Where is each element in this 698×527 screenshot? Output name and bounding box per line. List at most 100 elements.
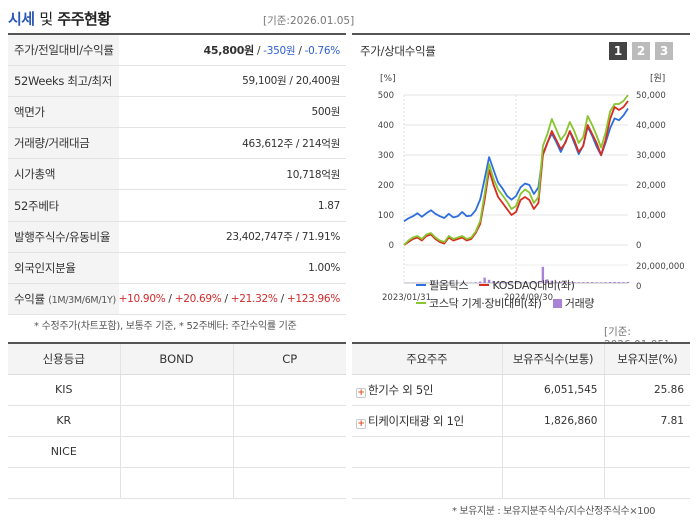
volume-bar [528, 282, 531, 283]
legend-item-sector[interactable]: 코스닥 기계·장비대비(좌) [416, 297, 542, 310]
credit-header: CP [233, 343, 346, 375]
chart-grid [403, 94, 628, 284]
holder-row[interactable]: + 티케이지태광 외 1인 1,826,860 7.81 [352, 405, 690, 437]
quote-row: 52주베타 1.87 [8, 189, 346, 222]
credit-row: KR [8, 405, 346, 437]
quote-row: 액면가 500원 [8, 96, 346, 128]
chart-lines [403, 94, 629, 246]
price-change: -350원 [263, 44, 296, 57]
quote-row: 발행주식수/유동비율 23,402,747주 / 71.91% [8, 221, 346, 253]
volume-bar [608, 282, 612, 283]
quote-value: 463,612주 / 214억원 [242, 137, 340, 150]
credit-header: BOND [120, 343, 234, 375]
volume-bar [564, 282, 567, 283]
credit-cp [233, 374, 346, 406]
quote-value: 500원 [311, 106, 340, 119]
volume-bar [595, 282, 598, 283]
series-line [403, 100, 629, 246]
price-change-pct: -0.76% [304, 44, 341, 57]
quote-value-price: 45,800원 / -350원 / -0.76% [119, 34, 346, 65]
chart-page-2-button[interactable]: 2 [632, 42, 650, 60]
right-tick-label: 30,000 [636, 151, 666, 161]
holders-header-row: 주요주주 보유주식수(보통) 보유지분(%) [352, 343, 690, 375]
left-ticks: 500 400 300 200 100 0 [378, 91, 394, 251]
title-and: 및 [39, 10, 53, 28]
legend-swatch [552, 299, 562, 308]
volume-bar [505, 282, 509, 283]
section-title: 시세 및 주주현황 [8, 8, 111, 29]
holder-shares [502, 436, 605, 468]
right-unit: [원] [650, 73, 665, 84]
holder-row [352, 467, 690, 499]
volume-bar [582, 282, 585, 283]
volume-bar [474, 282, 477, 283]
sep: / [298, 44, 302, 57]
legend-item-stock[interactable]: 필옵틱스 [416, 279, 469, 292]
chart-title: 주가/상대수익률 [360, 44, 436, 58]
holder-name-cell[interactable]: + 티케이지태광 외 1인 [352, 405, 503, 437]
series-line [403, 94, 629, 246]
expand-plus-icon[interactable]: + [356, 387, 366, 398]
expand-plus-icon[interactable]: + [356, 418, 366, 429]
left-tick-label: 0 [389, 241, 394, 251]
return-6m: +21.32% [230, 293, 278, 306]
quote-table: 주가/전일대비/수익률 45,800원 / -350원 / -0.76% 52W… [8, 33, 346, 315]
volume-bar [617, 282, 621, 283]
volume-bar [568, 282, 571, 283]
volume-bar [510, 282, 513, 283]
credit-agency: KIS [8, 374, 121, 406]
legend-label: 코스닥 기계·장비대비(좌) [429, 297, 542, 310]
quote-row-price: 주가/전일대비/수익률 45,800원 / -350원 / -0.76% [8, 34, 346, 66]
right-tick-label: 10,000 [636, 211, 666, 221]
volume-zero: 0 [636, 282, 641, 292]
volume-bar [590, 282, 594, 283]
holder-name-cell[interactable]: + 한기수 외 5인 [352, 374, 503, 406]
holders-table: 주요주주 보유주식수(보통) 보유지분(%) + 한기수 외 5인 6,051,5… [352, 342, 690, 499]
legend-item-volume[interactable]: 거래량 [552, 297, 595, 310]
quote-label: 외국인지분율 [8, 252, 119, 284]
volume-bar [550, 280, 554, 283]
volume-bar [604, 282, 607, 283]
returns-sub: (1M/3M/6M/1Y) [48, 295, 116, 307]
credit-cp [233, 467, 346, 499]
chart-page-1-button[interactable]: 1 [609, 42, 627, 60]
volume-bar [613, 281, 616, 283]
credit-header: 신용등급 [8, 343, 121, 375]
volume-bar [577, 282, 580, 283]
chart-panel: 주가/상대수익률 1 2 3 [%] [원] 500 400 300 200 100 0 … [352, 33, 690, 310]
credit-table: 신용등급 BOND CP KIS KR NICE [8, 342, 346, 499]
holder-pct: 25.86 [604, 374, 690, 406]
sep: / [168, 293, 172, 306]
quote-row: 거래량/거래대금 463,612주 / 214억원 [8, 127, 346, 159]
quote-value: 10,718억원 [286, 168, 340, 181]
right-tick-label: 20,000 [636, 181, 666, 191]
credit-cp [233, 436, 346, 468]
holders-header: 보유주식수(보통) [502, 343, 605, 375]
legend-label: 거래량 [564, 297, 595, 310]
volume-tick: 20,000,000 [636, 262, 685, 272]
legend-swatch [479, 284, 490, 286]
sep: / [257, 44, 261, 57]
volume-bar [555, 281, 558, 283]
right-tick-label: 50,000 [636, 91, 666, 101]
volume-bar [501, 281, 504, 283]
quote-row: 시가총액 10,718억원 [8, 158, 346, 190]
legend-swatch [416, 284, 426, 286]
volume-bar [599, 282, 603, 283]
volume-bar [514, 282, 518, 283]
holder-name: 한기수 외 5인 [368, 382, 434, 397]
left-tick-label: 400 [378, 121, 394, 131]
holder-pct [604, 436, 690, 468]
quote-label: 시가총액 [8, 158, 119, 190]
title-rest: 주주현황 [57, 10, 111, 28]
quote-value: 1.87 [317, 199, 340, 212]
volume-bar [434, 282, 437, 283]
holder-row[interactable]: + 한기수 외 5인 6,051,545 25.86 [352, 374, 690, 406]
return-1m: +10.90% [118, 293, 166, 306]
credit-row: KIS [8, 374, 346, 406]
legend-item-kosdaq[interactable]: KOSDAQ대비(좌) [479, 279, 575, 292]
quote-date: [기준:2026.01.05] [263, 15, 355, 27]
chart-page-3-button[interactable]: 3 [655, 42, 673, 60]
credit-bond [120, 436, 234, 468]
quote-label: 52주베타 [8, 189, 119, 222]
